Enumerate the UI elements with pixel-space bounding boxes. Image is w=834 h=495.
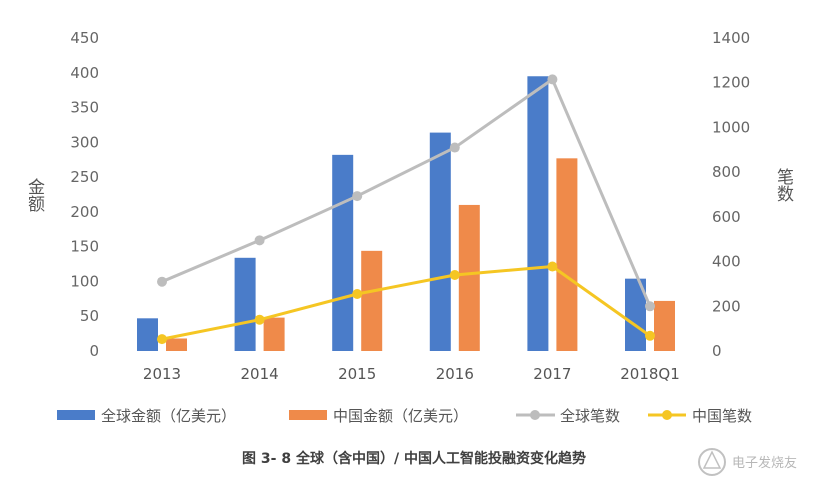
bar-global-amount-2013 [137, 318, 158, 351]
left-axis-tick-label: 450 [70, 29, 99, 47]
x-axis-category-label: 2018Q1 [620, 365, 680, 383]
bar-china-amount-2013 [166, 338, 187, 351]
legend-label-global-count: 全球笔数 [560, 407, 620, 425]
left-axis-tick-label: 200 [70, 203, 99, 221]
watermark-logo-mark [702, 450, 722, 469]
watermark-logo-icon [698, 448, 726, 476]
x-axis-category-label: 2016 [436, 365, 474, 383]
point-global-count-2014 [254, 235, 265, 246]
bar-global-amount-2015 [332, 154, 354, 351]
bar-global-amount-2016 [429, 132, 451, 351]
legend: 全球金额（亿美元） 中国金额（亿美元） 全球笔数 中国笔数 [57, 407, 752, 425]
watermark: 电子发烧友 [698, 448, 797, 476]
point-global-count-2016 [449, 142, 460, 153]
watermark-text: 电子发烧友 [732, 455, 797, 471]
left-axis-tick-label: 250 [70, 168, 99, 186]
bar-global-amount-2014 [234, 257, 256, 351]
right-axis-tick-label: 1000 [712, 118, 750, 136]
legend-label-china-count: 中国笔数 [692, 407, 752, 425]
x-axis-category-label: 2017 [533, 365, 571, 383]
figure-caption: 图 3- 8 全球（含中国）/ 中国人工智能投融资变化趋势 [242, 450, 586, 467]
point-global-count-2015 [352, 191, 363, 202]
legend-swatch-china-count-marker [662, 410, 672, 420]
right-axis-tick-label: 1200 [712, 74, 750, 92]
bar-global-amount-2017 [527, 76, 549, 351]
x-axis-category-label: 2014 [241, 365, 279, 383]
right-axis-tick-label: 0 [712, 342, 722, 360]
point-global-count-2013 [157, 276, 167, 287]
left-axis-tick-label: 350 [70, 99, 99, 117]
bar-china-amount-2014 [263, 317, 285, 351]
left-axis-tick-label: 150 [70, 238, 99, 256]
point-china-count-2017 [547, 261, 558, 272]
point-china-count-2013 [157, 334, 167, 345]
right-axis-tick-label: 1400 [712, 29, 750, 47]
bar-china-amount-2018Q1 [654, 300, 675, 351]
point-global-count-2018Q1 [645, 301, 655, 312]
legend-label-china-amount: 中国金额（亿美元） [333, 407, 468, 425]
bar-china-amount-2015 [361, 250, 383, 351]
point-global-count-2017 [547, 74, 558, 85]
line-china-count [161, 264, 651, 341]
point-china-count-2016 [449, 269, 460, 280]
line-global-count [161, 77, 652, 307]
x-axis-category-label: 2015 [338, 365, 376, 383]
point-china-count-2015 [352, 288, 363, 299]
bar-china-amount-2017 [556, 158, 578, 351]
legend-label-global-amount: 全球金额（亿美元） [101, 407, 236, 425]
x-axis-category-label: 2013 [143, 365, 181, 383]
right-axis-tick-label: 400 [712, 253, 741, 271]
point-china-count-2014 [254, 314, 265, 325]
left-axis-title: 金额 [24, 178, 45, 212]
right-axis-title: 笔数 [773, 168, 794, 202]
left-axis-tick-label: 0 [89, 342, 99, 360]
right-axis-tick-label: 600 [712, 208, 741, 226]
right-axis-tick-label: 200 [712, 297, 741, 315]
left-axis-tick-label: 100 [70, 272, 99, 290]
right-axis-tick-label: 800 [712, 163, 741, 181]
point-china-count-2018Q1 [645, 330, 655, 341]
legend-swatch-china-amount [289, 410, 327, 420]
bar-global-amount-2018Q1 [625, 278, 646, 351]
bar-china-amount-2016 [458, 204, 480, 351]
left-axis-tick-label: 50 [80, 307, 99, 325]
left-axis-tick-label: 400 [70, 64, 99, 82]
left-axis-tick-label: 300 [70, 133, 99, 151]
legend-swatch-global-amount [57, 410, 95, 420]
legend-swatch-global-count-marker [530, 410, 540, 420]
